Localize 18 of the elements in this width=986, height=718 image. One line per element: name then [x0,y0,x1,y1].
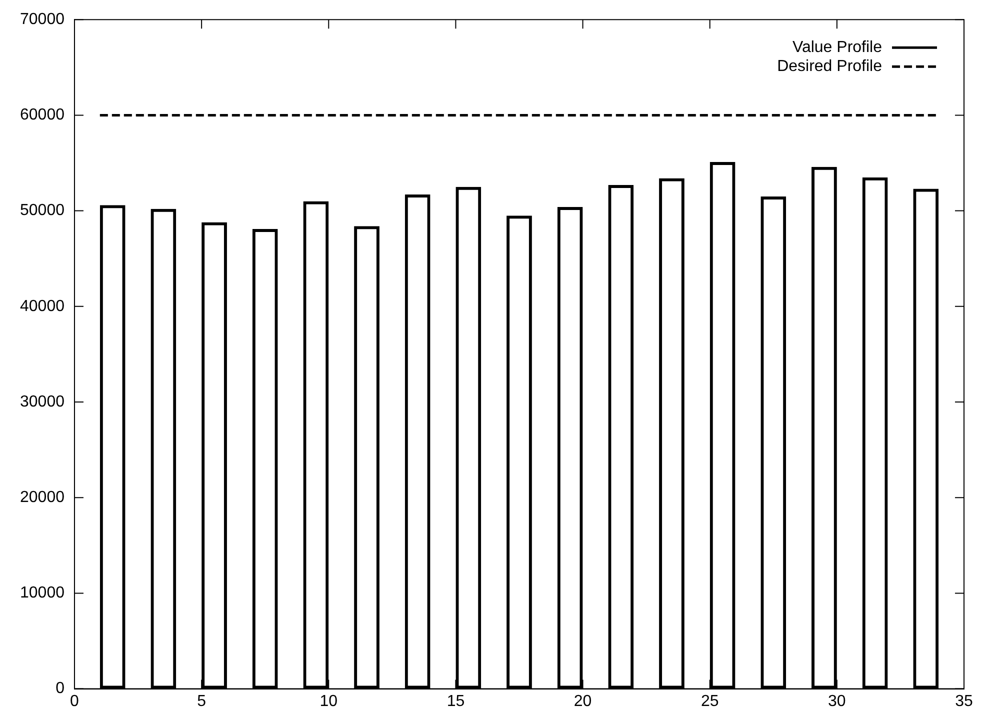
y-tick-label: 30000 [20,393,65,410]
y-tick-label: 60000 [20,106,65,124]
x-tick-label: 30 [828,692,846,710]
x-tick-label: 0 [70,692,80,710]
legend-label: Value Profile [792,39,882,56]
x-tick-label: 15 [446,692,465,710]
y-tick-label: 50000 [20,202,65,220]
y-tick-label: 0 [56,680,65,698]
x-tick-label: 35 [955,692,973,710]
x-tick-label: 25 [700,692,719,710]
y-tick-label: 20000 [20,489,65,506]
legend-label: Desired Profile [777,58,882,76]
y-tick-label: 70000 [20,11,65,28]
x-tick-label: 10 [320,692,338,710]
y-tick-label: 10000 [20,584,65,602]
x-tick-label: 20 [574,692,592,710]
y-tick-label: 40000 [20,298,65,315]
x-tick-label: 5 [197,692,206,710]
